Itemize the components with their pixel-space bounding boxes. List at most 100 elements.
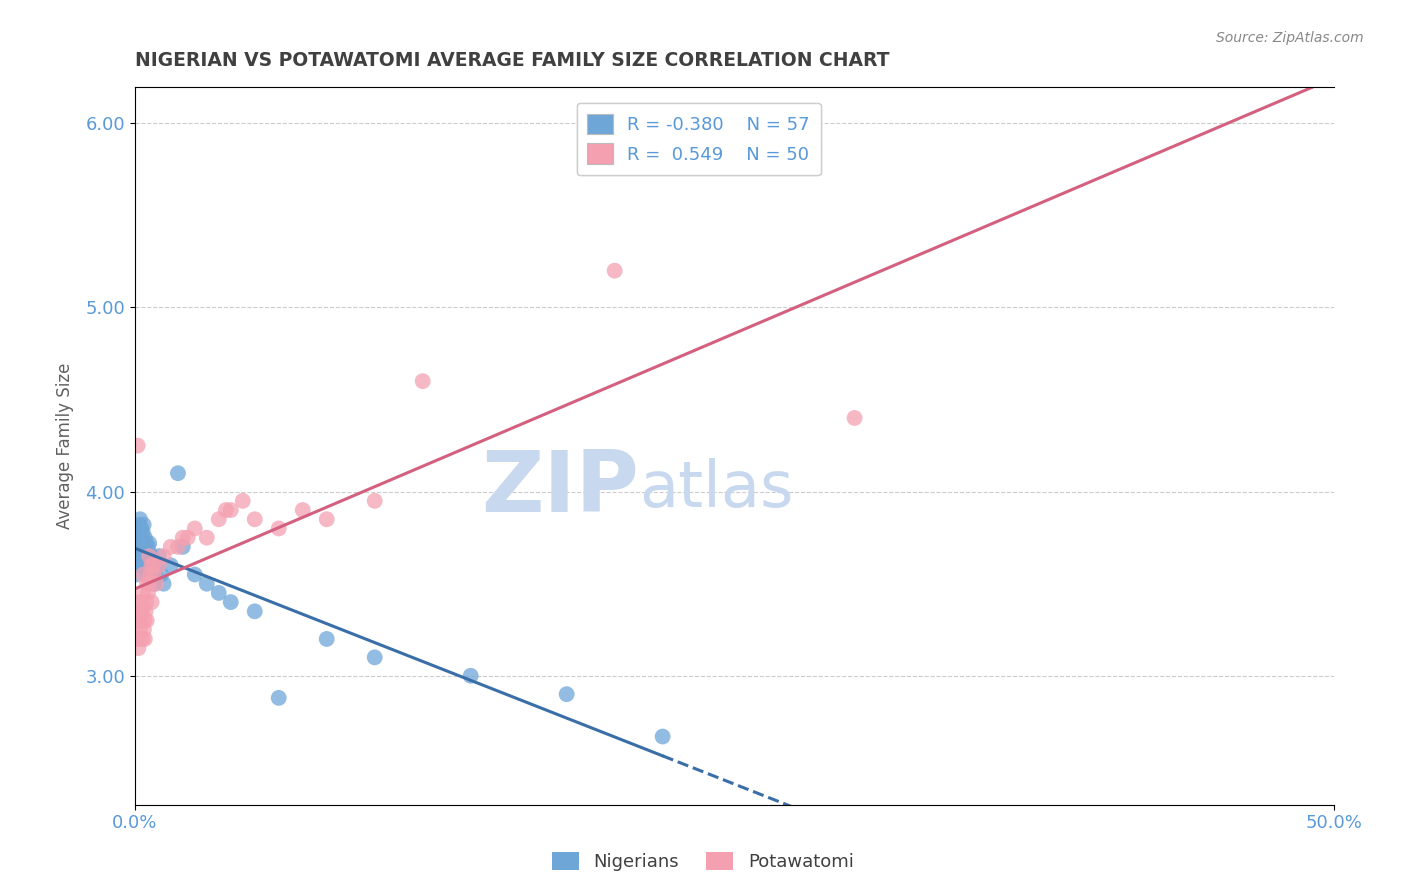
Point <box>195 531 218 545</box>
Point <box>208 512 231 526</box>
Point <box>135 576 157 591</box>
Point <box>131 531 153 545</box>
Point <box>148 558 170 573</box>
Point <box>176 531 198 545</box>
Point <box>127 641 149 656</box>
Point <box>135 543 157 558</box>
Point <box>184 521 207 535</box>
Point <box>195 576 218 591</box>
Point <box>138 549 160 563</box>
Point <box>128 536 150 550</box>
Point <box>141 595 163 609</box>
Point <box>138 549 160 563</box>
Point <box>128 595 150 609</box>
Point <box>135 558 157 573</box>
Point <box>132 517 155 532</box>
Point <box>127 531 149 545</box>
Point <box>145 558 167 573</box>
Point <box>603 263 626 277</box>
Text: ZIP: ZIP <box>481 447 638 530</box>
Point <box>143 576 166 591</box>
Point <box>364 493 387 508</box>
Point <box>129 512 152 526</box>
Point <box>125 555 148 569</box>
Point <box>215 503 238 517</box>
Point <box>131 604 153 618</box>
Point <box>132 540 155 554</box>
Point <box>132 623 155 637</box>
Point <box>555 687 578 701</box>
Point <box>141 549 163 563</box>
Point <box>159 558 181 573</box>
Point <box>148 549 170 563</box>
Point <box>243 604 266 618</box>
Point <box>232 493 254 508</box>
Point <box>172 531 194 545</box>
Point <box>243 512 266 526</box>
Point <box>128 558 150 573</box>
Point <box>132 567 155 582</box>
Point <box>142 558 165 573</box>
Point <box>131 632 153 646</box>
Text: Average Family Size: Average Family Size <box>56 363 75 529</box>
Point <box>139 567 162 582</box>
Point <box>460 669 482 683</box>
Point <box>134 632 156 646</box>
Point <box>167 467 190 481</box>
Point <box>167 540 190 554</box>
Point <box>127 525 149 540</box>
Point <box>315 632 337 646</box>
Point <box>142 562 165 576</box>
Point <box>136 586 159 600</box>
Point <box>184 567 207 582</box>
Point <box>143 567 166 582</box>
Point <box>152 549 174 563</box>
Point <box>141 558 163 573</box>
Point <box>143 567 166 582</box>
Point <box>131 525 153 540</box>
Point <box>129 614 152 628</box>
Point <box>267 521 290 535</box>
Point <box>125 567 148 582</box>
Point <box>136 540 159 554</box>
Point <box>138 576 160 591</box>
Point <box>129 521 152 535</box>
Point <box>138 536 160 550</box>
Point <box>134 549 156 563</box>
Legend: R = -0.380    N = 57, R =  0.549    N = 50: R = -0.380 N = 57, R = 0.549 N = 50 <box>576 103 821 175</box>
Point <box>128 517 150 532</box>
Point <box>172 540 194 554</box>
Legend: Nigerians, Potawatomi: Nigerians, Potawatomi <box>546 845 860 879</box>
Point <box>159 540 181 554</box>
Point <box>135 536 157 550</box>
Point <box>131 536 153 550</box>
Point <box>129 534 152 549</box>
Point <box>219 595 242 609</box>
Point <box>128 543 150 558</box>
Point <box>651 730 673 744</box>
Point <box>134 614 156 628</box>
Point <box>131 549 153 563</box>
Point <box>291 503 314 517</box>
Point <box>315 512 337 526</box>
Point <box>132 558 155 573</box>
Point <box>139 558 162 573</box>
Point <box>128 614 150 628</box>
Point <box>844 411 866 425</box>
Text: Source: ZipAtlas.com: Source: ZipAtlas.com <box>1216 31 1364 45</box>
Point <box>364 650 387 665</box>
Point <box>152 576 174 591</box>
Text: atlas: atlas <box>638 458 793 520</box>
Point <box>136 567 159 582</box>
Point <box>412 374 434 388</box>
Point <box>134 531 156 545</box>
Point <box>145 576 167 591</box>
Point <box>135 604 157 618</box>
Point <box>129 543 152 558</box>
Point <box>127 439 149 453</box>
Point <box>267 690 290 705</box>
Point <box>129 604 152 618</box>
Point <box>128 623 150 637</box>
Point <box>219 503 242 517</box>
Point <box>127 632 149 646</box>
